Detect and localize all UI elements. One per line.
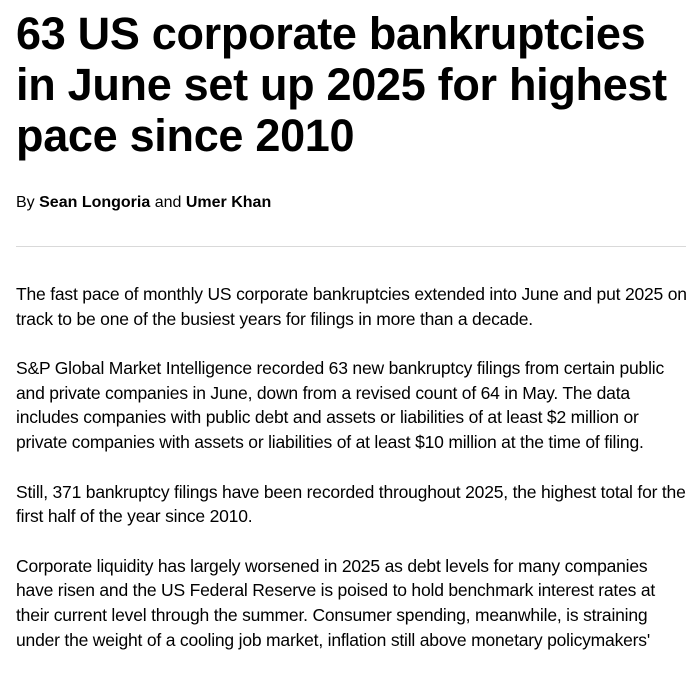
paragraph-2: S&P Global Market Intelligence recorded … [16, 358, 665, 452]
header-divider [16, 246, 686, 247]
author-link-sean-longoria[interactable]: Sean Longoria [39, 194, 151, 211]
byline-prefix: By [16, 194, 35, 211]
article-body: The fast pace of monthly US corporate ba… [16, 282, 688, 652]
byline: By Sean Longoria and Umer Khan [16, 193, 698, 213]
paragraph-3: Still, 371 bankruptcy filings have been … [16, 481, 686, 527]
paragraph-1: The fast pace of monthly US corporate ba… [16, 284, 687, 329]
paragraph-4: Corporate liquidity has largely worsened… [16, 555, 656, 650]
author-link-umer-khan[interactable]: Umer Khan [185, 194, 272, 211]
article-headline: 63 US corporate bankruptcies in June set… [16, 8, 667, 161]
byline-conjunction: and [154, 194, 182, 211]
